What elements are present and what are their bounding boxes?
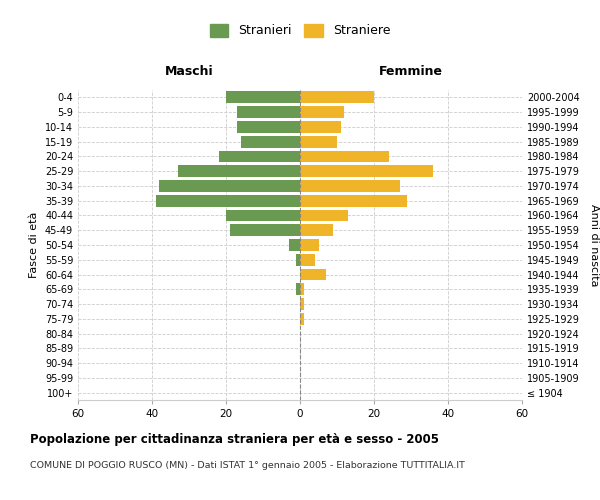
Bar: [300, 106, 344, 118]
Bar: [226, 210, 300, 222]
Bar: [300, 268, 326, 280]
Bar: [300, 284, 304, 295]
Bar: [300, 195, 407, 206]
Bar: [218, 150, 300, 162]
Bar: [300, 254, 315, 266]
Text: Femmine: Femmine: [379, 65, 443, 78]
Bar: [178, 166, 300, 177]
Bar: [300, 313, 304, 324]
Bar: [237, 121, 300, 133]
Bar: [300, 298, 304, 310]
Y-axis label: Anni di nascita: Anni di nascita: [589, 204, 599, 286]
Bar: [241, 136, 300, 147]
Bar: [300, 239, 319, 251]
Text: Maschi: Maschi: [164, 65, 214, 78]
Bar: [300, 121, 341, 133]
Bar: [230, 224, 300, 236]
Y-axis label: Fasce di età: Fasce di età: [29, 212, 39, 278]
Bar: [226, 92, 300, 104]
Bar: [296, 284, 300, 295]
Bar: [156, 195, 300, 206]
Bar: [237, 106, 300, 118]
Text: COMUNE DI POGGIO RUSCO (MN) - Dati ISTAT 1° gennaio 2005 - Elaborazione TUTTITAL: COMUNE DI POGGIO RUSCO (MN) - Dati ISTAT…: [30, 460, 465, 469]
Bar: [300, 166, 433, 177]
Bar: [296, 254, 300, 266]
Bar: [300, 136, 337, 147]
Text: Popolazione per cittadinanza straniera per età e sesso - 2005: Popolazione per cittadinanza straniera p…: [30, 432, 439, 446]
Bar: [160, 180, 300, 192]
Bar: [300, 150, 389, 162]
Bar: [300, 224, 334, 236]
Bar: [300, 210, 348, 222]
Bar: [300, 180, 400, 192]
Bar: [289, 239, 300, 251]
Bar: [300, 92, 374, 104]
Legend: Stranieri, Straniere: Stranieri, Straniere: [205, 18, 395, 42]
